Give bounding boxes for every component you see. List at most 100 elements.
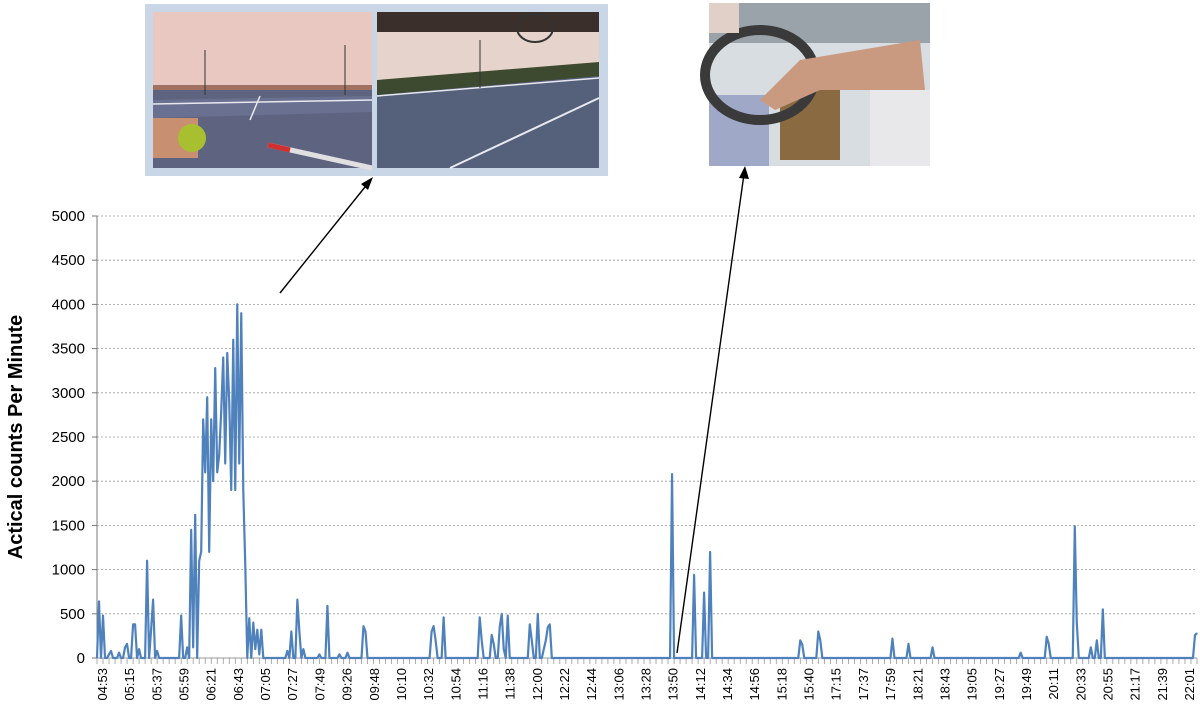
data-point [659, 657, 661, 659]
data-point [1090, 646, 1092, 648]
data-point [1080, 657, 1082, 659]
data-point [741, 657, 743, 659]
data-point [963, 657, 966, 659]
data-point [152, 599, 154, 601]
data-point [869, 657, 872, 659]
x-tick-label: 13:28 [639, 668, 654, 701]
x-tick-label: 12:00 [530, 668, 545, 701]
data-point [132, 623, 134, 626]
data-point [408, 657, 411, 659]
data-point [477, 657, 479, 659]
data-point [360, 657, 363, 659]
data-point [739, 657, 741, 659]
data-point [1050, 657, 1052, 659]
data-point [779, 657, 781, 659]
data-point [495, 657, 497, 659]
data-point [416, 657, 419, 659]
data-point [264, 657, 266, 659]
data-point [677, 657, 679, 659]
data-point [905, 657, 908, 659]
data-point [1172, 657, 1174, 659]
data-point [575, 657, 577, 659]
y-tick-label: 5000 [52, 208, 85, 225]
x-tick-label: 09:48 [367, 668, 382, 701]
data-point [665, 657, 667, 659]
data-point [1006, 657, 1008, 659]
x-tick-label: 18:43 [937, 668, 952, 701]
x-tick-label: 20:11 [1046, 668, 1061, 700]
data-point [953, 657, 956, 659]
data-point [929, 657, 932, 659]
data-point [543, 648, 545, 650]
data-point [537, 613, 539, 615]
data-point [146, 560, 148, 562]
data-point [262, 657, 264, 659]
data-point [715, 657, 717, 659]
data-point [402, 657, 405, 659]
data-point [917, 657, 920, 659]
data-point [120, 657, 122, 659]
data-point [364, 630, 367, 633]
data-point [1016, 657, 1018, 659]
data-point [1116, 657, 1118, 659]
data-point [571, 657, 573, 659]
data-point [1064, 657, 1066, 659]
x-tick-label: 07:49 [312, 668, 327, 701]
data-point [473, 657, 475, 659]
x-tick-label: 11:38 [503, 668, 518, 700]
data-point [104, 657, 106, 659]
data-point [873, 657, 876, 659]
data-point [965, 657, 968, 659]
data-point [268, 657, 270, 659]
y-tick-label: 3500 [52, 341, 85, 358]
data-point [801, 644, 803, 646]
data-point [1030, 657, 1032, 659]
data-point [551, 657, 553, 659]
data-point [931, 646, 934, 648]
data-point [156, 650, 158, 652]
data-point [675, 657, 677, 659]
data-point [1144, 657, 1146, 659]
data-point [278, 657, 280, 659]
data-point [767, 657, 769, 659]
data-point [150, 629, 152, 631]
x-tick-label: 20:33 [1073, 668, 1088, 701]
data-point [232, 339, 234, 341]
data-point [172, 657, 174, 659]
data-point [955, 657, 958, 659]
data-point [362, 625, 365, 627]
x-tick-label: 14:12 [693, 668, 708, 701]
data-point [986, 657, 988, 659]
data-point [368, 657, 371, 659]
data-point [1052, 657, 1054, 659]
data-point [1170, 657, 1172, 659]
data-point [1180, 657, 1182, 659]
data-point [763, 657, 765, 659]
data-point [378, 657, 381, 659]
tennis-photo-left [152, 12, 373, 171]
data-point [559, 657, 561, 659]
data-point [396, 657, 399, 659]
data-point [513, 657, 515, 659]
y-tick-label: 1500 [52, 517, 85, 534]
data-point [326, 605, 329, 607]
data-point [1012, 657, 1014, 659]
data-point [787, 657, 789, 659]
x-tick-label: 13:50 [666, 668, 681, 701]
data-point [879, 657, 882, 659]
data-point [160, 657, 162, 659]
data-point [280, 657, 282, 659]
data-point [1154, 657, 1156, 659]
data-point [356, 657, 359, 659]
data-point [1176, 657, 1178, 659]
data-point [821, 657, 823, 659]
data-point [290, 630, 292, 633]
data-point [737, 657, 739, 659]
arm-icon [760, 40, 925, 110]
data-point [667, 657, 669, 659]
data-point [849, 657, 851, 659]
data-point [577, 657, 579, 659]
data-point [102, 614, 104, 617]
data-point [1114, 657, 1116, 659]
